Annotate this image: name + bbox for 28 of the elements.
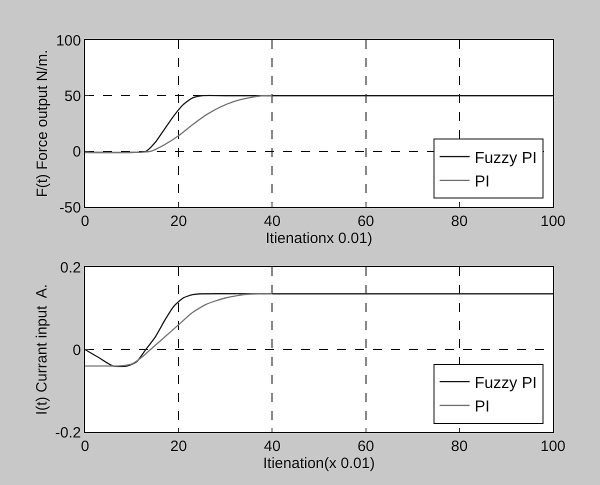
x-tick-label: 100 (540, 213, 566, 230)
x-tick-label: 80 (451, 213, 468, 230)
line-series (85, 293, 273, 367)
x-tick-label: 40 (264, 213, 281, 230)
x-tick-label: 20 (170, 213, 187, 230)
y-tick-label: 0 (72, 144, 81, 161)
y-axis-title: I(t) Currant input A. (33, 284, 50, 415)
legend-label: Fuzzy PI (474, 150, 537, 167)
y-tick-label: -50 (59, 199, 81, 216)
y-tick-label: 0 (72, 342, 81, 359)
x-axis-title: Itienationx 0.01) (266, 230, 372, 247)
line-series (85, 94, 273, 154)
x-tick-label: 80 (451, 438, 468, 455)
x-tick-label: 40 (264, 438, 281, 455)
legend-label: PI (474, 174, 490, 191)
y-tick-label: 0.2 (60, 259, 81, 276)
y-tick-label: 50 (64, 88, 81, 105)
x-tick-label: 100 (540, 438, 566, 455)
x-tick-label: 20 (170, 438, 187, 455)
x-axis-title: Itienation(x 0.01) (263, 455, 375, 472)
x-tick-label: 60 (357, 438, 374, 455)
y-tick-label: 100 (56, 32, 81, 50)
line-series (85, 293, 553, 368)
x-tick-label: 60 (357, 213, 374, 230)
y-axis-title: F(t) Force output N/m. (34, 50, 52, 198)
y-tick-label: -0.2 (55, 424, 81, 442)
legend-label: Fuzzy PI (474, 374, 537, 392)
legend-label: PI (474, 398, 490, 416)
